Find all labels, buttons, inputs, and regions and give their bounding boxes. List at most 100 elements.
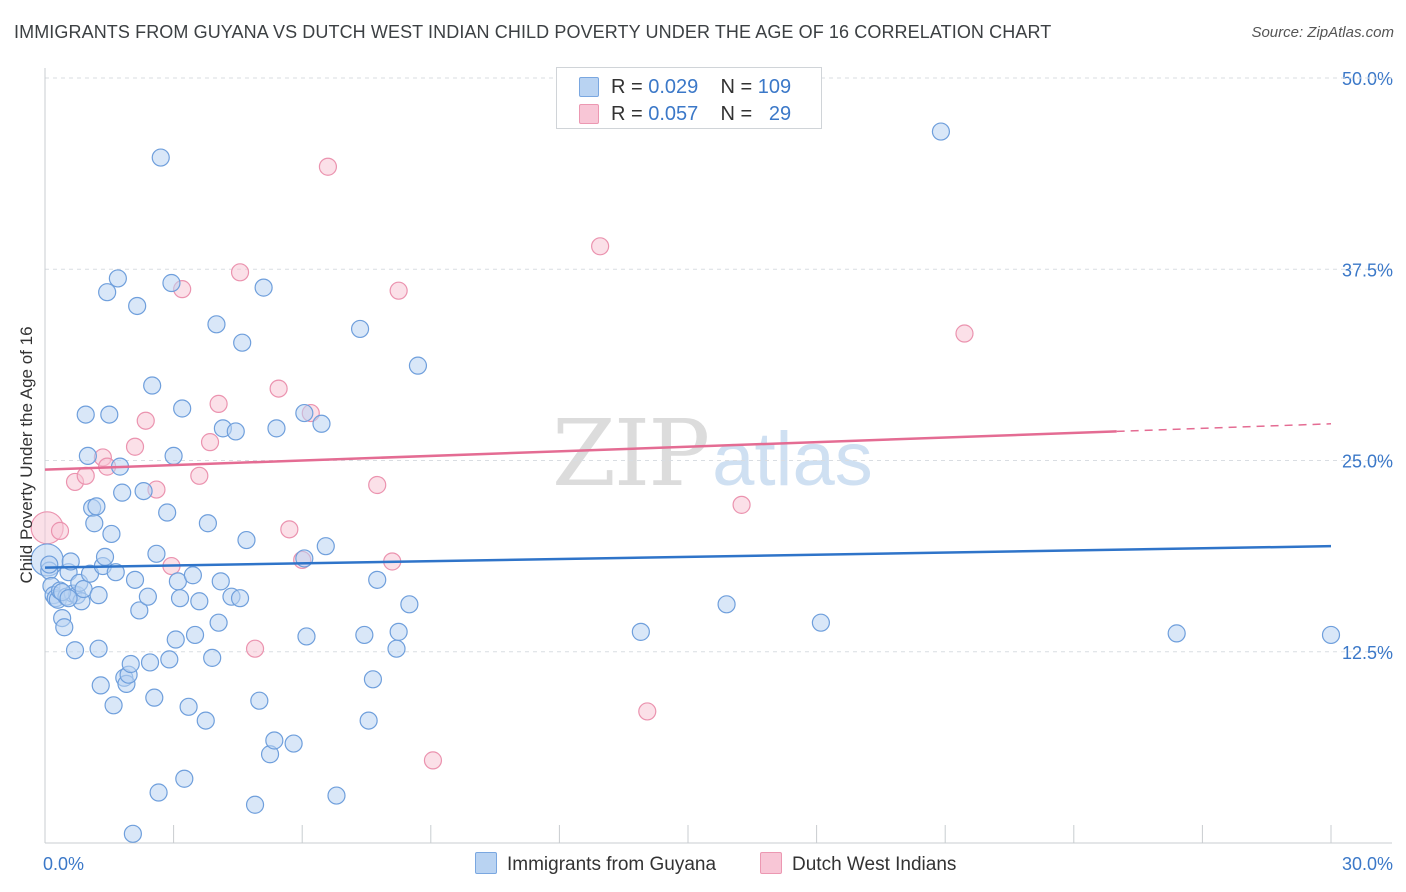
- guyana-point: [387, 639, 406, 658]
- guyana-point: [717, 595, 736, 614]
- guyana-point: [102, 524, 121, 544]
- guyana-point: [350, 319, 370, 339]
- guyana-point: [1321, 625, 1341, 645]
- guyana-point: [297, 627, 316, 646]
- guyana-point: [61, 552, 80, 571]
- guyana-point: [95, 547, 115, 566]
- guyana-point: [106, 563, 125, 582]
- dutch-west-indian-point: [200, 433, 220, 452]
- dutch-west-indian-point: [76, 466, 95, 485]
- bottom-legend-swatch-pink: [760, 852, 782, 874]
- guyana-point: [175, 769, 194, 788]
- guyana-point: [162, 273, 181, 293]
- legend-row-dutch-west-indian: R = 0.057 N = 29: [579, 101, 791, 127]
- guyana-point: [389, 622, 408, 641]
- guyana-point: [183, 566, 202, 585]
- guyana-point: [400, 595, 419, 614]
- x-tick-label: 0.0%: [43, 854, 84, 874]
- guyana-point: [40, 555, 59, 574]
- guyana-point: [170, 589, 190, 608]
- dutch-west-indian-point: [230, 263, 250, 282]
- guyana-trend-line: [44, 544, 1332, 569]
- guyana-point: [284, 734, 303, 753]
- dutch-west-indian-point: [389, 281, 408, 300]
- guyana-point: [230, 589, 250, 608]
- guyana-point: [265, 731, 284, 750]
- dutch-west-indian-point: [125, 437, 145, 456]
- guyana-point: [250, 691, 269, 710]
- dutch-west-indian-point: [591, 237, 610, 256]
- guyana-point: [207, 315, 226, 334]
- guyana-point: [158, 503, 177, 522]
- legend-n-value: 29: [768, 103, 792, 125]
- bottom-legend-guyana[interactable]: Immigrants from Guyana: [475, 852, 716, 876]
- guyana-point: [931, 122, 951, 141]
- guyana-point: [196, 711, 215, 730]
- guyana-point: [138, 587, 157, 606]
- guyana-point: [59, 589, 78, 608]
- guyana-point: [108, 269, 127, 288]
- guyana-point: [166, 630, 185, 649]
- dutch-west-indian-point: [423, 751, 443, 770]
- dutch-west-indian-point: [318, 157, 338, 176]
- guyana-point: [226, 422, 245, 441]
- guyana-point: [359, 711, 378, 730]
- guyana-point: [198, 514, 217, 533]
- y-tick-label: 37.5%: [1342, 260, 1393, 280]
- guyana-point: [113, 483, 132, 502]
- dutch-west-indian-point: [245, 639, 265, 658]
- dutch-west-indian-point: [136, 411, 155, 430]
- guyana-point: [121, 654, 140, 674]
- guyana-point: [327, 786, 346, 805]
- dutch-west-indian-point: [269, 379, 288, 398]
- legend-r-value: 0.029: [648, 76, 699, 98]
- guyana-point: [160, 650, 179, 669]
- guyana-point: [130, 601, 149, 620]
- dutch-west-indian-point: [190, 466, 209, 485]
- guyana-point: [85, 514, 104, 533]
- guyana-point: [179, 697, 198, 716]
- bottom-legend-label: Dutch West Indians: [792, 854, 957, 875]
- dutch-west-indian-point: [638, 702, 657, 721]
- legend-n-value: 109: [757, 76, 792, 98]
- legend-swatch-blue: [579, 77, 599, 97]
- guyana-point: [89, 586, 108, 605]
- guyana-point: [203, 648, 222, 667]
- guyana-point: [104, 696, 123, 715]
- guyana-point: [55, 618, 74, 637]
- dutch-west-indian-point: [280, 520, 299, 539]
- dutch-west-indian-point: [955, 324, 974, 343]
- dutch-west-indian-trend-extension: [1116, 423, 1332, 433]
- guyana-point: [128, 296, 147, 316]
- legend-r-label: R =: [611, 103, 643, 125]
- guyana-point: [316, 537, 335, 556]
- guyana-point: [89, 639, 108, 658]
- dutch-west-indian-trend-line: [44, 430, 1117, 471]
- guyana-point: [355, 625, 374, 645]
- y-tick-label: 50.0%: [1342, 69, 1393, 89]
- guyana-point: [143, 376, 162, 395]
- guyana-point: [164, 446, 183, 466]
- guyana-point: [631, 622, 650, 641]
- x-tick-label: 30.0%: [1342, 854, 1393, 874]
- legend-n-label: N =: [720, 103, 753, 125]
- guyana-point: [254, 278, 273, 297]
- guyana-point: [211, 572, 230, 591]
- guyana-point: [190, 592, 209, 611]
- dutch-west-indian-point: [50, 521, 70, 540]
- guyana-point: [312, 414, 331, 433]
- dutch-west-indian-point: [368, 475, 387, 495]
- legend-r-value: 0.057: [648, 103, 699, 125]
- bottom-legend-dutch-west-indians[interactable]: Dutch West Indians: [760, 852, 956, 876]
- guyana-point: [147, 544, 166, 563]
- guyana-point: [363, 670, 383, 689]
- guyana-point: [140, 653, 160, 672]
- bottom-legend-swatch-blue: [475, 852, 497, 874]
- legend-swatch-pink: [579, 104, 599, 124]
- chart-title: IMMIGRANTS FROM GUYANA VS DUTCH WEST IND…: [14, 22, 1052, 42]
- guyana-point: [100, 405, 119, 424]
- legend-row-guyana: R = 0.029 N = 109: [579, 74, 791, 100]
- legend-r-label: R =: [611, 76, 643, 98]
- guyana-point: [811, 613, 830, 632]
